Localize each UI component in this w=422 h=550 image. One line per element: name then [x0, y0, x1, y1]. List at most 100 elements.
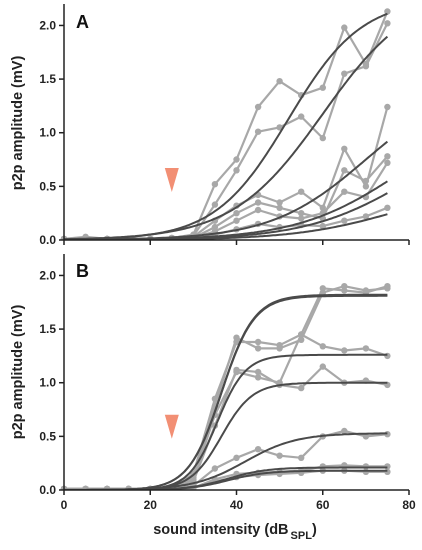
panel-b-series-7-point — [362, 468, 370, 475]
panel-b-series-2-point — [362, 287, 370, 294]
panel-b-y-tick-label: 0.5 — [39, 429, 56, 443]
panel-b-series-2-line — [64, 285, 388, 490]
panel-a-threshold-marker — [164, 168, 179, 192]
panel-b-series-3-point — [319, 343, 326, 350]
panel-b-axes: 0.0 0.5 1.0 1.5 2.0 0 20 40 60 80 — [39, 254, 416, 512]
panel-b-series-5-point — [341, 427, 348, 435]
panel-a-series-2-point — [362, 62, 370, 70]
panel-a-series-3-point — [319, 204, 326, 211]
panel-a-fit-1 — [63, 12, 388, 240]
panel-b-series-6-line — [64, 464, 388, 490]
panel-b-series-7-point — [384, 468, 391, 475]
panel-a-letter: A — [76, 12, 89, 32]
panel-b-series-2-point — [233, 334, 240, 341]
panel-a-marks — [60, 8, 391, 240]
panel-a-series-2-point — [319, 134, 326, 142]
panel-b-marks — [60, 283, 391, 490]
panel-b-x-tick-label: 0 — [61, 498, 68, 512]
panel-b-series-2-point — [254, 345, 262, 352]
panel-b-series-4-point — [319, 363, 326, 370]
panel-a-series-1-line — [63, 11, 389, 240]
panel-a-series-5-point — [254, 206, 262, 214]
panel-a-series-1-point — [233, 156, 240, 163]
panel-b-series-5-point — [254, 446, 262, 453]
panel-a-y-tick-label: 1.5 — [39, 72, 56, 86]
panel-a-series-4-point — [276, 204, 283, 211]
panel-a-series-3-point — [362, 183, 370, 190]
panel-b-series-1-line — [64, 285, 388, 490]
panel-a-series-6-point — [319, 222, 326, 230]
panel-a-series-3-point — [298, 188, 305, 195]
panel-a-series-2-point — [254, 128, 262, 135]
panel-a-fit-2 — [63, 35, 389, 240]
panel-a-series-4-point — [254, 199, 262, 206]
x-axis-title-close: ) — [312, 522, 317, 538]
panel-a-series-6-point — [362, 213, 370, 220]
panel-a-series-3-point — [276, 199, 283, 206]
panel-a-y-tick-label: 0.0 — [39, 233, 56, 247]
panel-a-series-4-point — [341, 167, 348, 174]
panel-a-series-6-point — [384, 204, 391, 211]
panel-a-series-1-point — [319, 84, 326, 91]
panel-b-fit-7 — [64, 469, 388, 490]
panel-a-series-5-point — [341, 188, 348, 195]
panel-a-series-1-point — [254, 103, 262, 111]
panel-b-series-5-point — [276, 452, 283, 459]
panel-a-series-2-line — [63, 22, 389, 240]
panel-a-series-5-line — [64, 162, 389, 240]
panel-a-series-4-point — [384, 153, 391, 160]
panel-b-y-tick-label: 1.5 — [39, 322, 56, 336]
panel-b-threshold-marker — [164, 414, 179, 439]
panel-b-x-tick-label: 40 — [230, 498, 244, 512]
panel-a-axes: 0.0 0.5 1.0 1.5 2.0 — [39, 4, 410, 247]
panel-a-y-axis-title: p2p amplitude (mV) — [10, 56, 26, 191]
panel-b-series-5-point — [211, 465, 219, 472]
panel-a-series-4-point — [233, 210, 240, 217]
panel-a-series-1-point — [384, 8, 391, 15]
panel-b-series-2-point — [341, 283, 348, 290]
panel-b-series-3-point — [298, 331, 305, 338]
panel-a-series-2-point — [341, 70, 348, 77]
panel-a-series-3-point — [384, 103, 391, 111]
panel-b-series-7-point — [82, 485, 89, 490]
panel-b-x-tick-label: 80 — [402, 498, 416, 512]
panel-a-series-5-point — [298, 215, 305, 222]
panel-b-series-1-point — [254, 338, 262, 346]
panel-b: 0.0 0.5 1.0 1.5 2.0 0 20 40 60 80 B p2p amplitude… — [10, 254, 416, 542]
panel-a-series-6-point — [341, 217, 348, 224]
panel-a-series-4-point — [298, 210, 305, 217]
panel-b-y-axis-title: p2p amplitude (mV) — [10, 305, 26, 440]
panel-b-series-2-point — [384, 285, 391, 292]
panel-b-y-tick-label: 1.0 — [39, 376, 56, 390]
panel-a-series-2-point — [233, 167, 240, 174]
panel-b-letter: B — [76, 261, 89, 281]
panel-b-series-3-point — [362, 345, 370, 352]
panel-a-y-tick-label: 2.0 — [39, 18, 56, 32]
panel-a-series-2-point — [211, 201, 219, 208]
panel-b-x-tick-label: 20 — [144, 498, 158, 512]
panel-a-y-tick-label: 1.0 — [39, 126, 56, 140]
panel-a-series-2-point — [384, 20, 391, 27]
panel-a-series-3-point — [341, 145, 348, 152]
panel-b-series-3-point — [254, 374, 262, 381]
x-axis-title-sub: SPL — [291, 530, 313, 542]
panel-a-y-tick-label: 0.5 — [39, 179, 56, 193]
panel-b-series-5-point — [233, 454, 240, 461]
panel-b-series-4-point — [254, 368, 262, 376]
panel-a-series-5-point — [384, 159, 391, 166]
panel-b-y-tick-label: 2.0 — [39, 268, 56, 282]
x-axis-title: sound intensity (dB SPL) — [153, 522, 317, 542]
panel-a-series-1-point — [341, 24, 348, 31]
panel-b-series-5-point — [362, 433, 370, 440]
x-axis-title-main: sound intensity (dB — [153, 522, 288, 538]
panel-b-series-5-point — [298, 454, 305, 461]
panel-a-series-1-point — [211, 181, 219, 188]
panel-b-series-3-point — [341, 347, 348, 354]
panel-b-y-tick-label: 0.0 — [39, 483, 56, 497]
panel-a: 0.0 0.5 1.0 1.5 2.0 A p2p amplitude (mV) — [10, 4, 410, 247]
panel-b-series-3-point — [384, 352, 391, 360]
panel-a-series-4-point — [362, 177, 370, 185]
panel-b-series-4-point — [233, 366, 240, 374]
panel-b-series-2-point — [276, 345, 283, 352]
